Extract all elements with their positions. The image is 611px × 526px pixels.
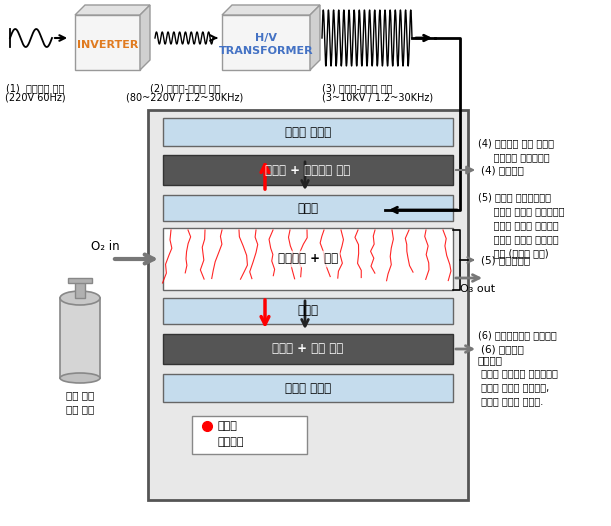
Bar — [163, 118, 453, 146]
Text: 유전체: 유전체 — [298, 305, 318, 318]
Bar — [163, 334, 453, 364]
Text: 산소 또는
건조 공기: 산소 또는 건조 공기 — [66, 390, 94, 414]
Text: 냉각수 하우징: 냉각수 하우징 — [285, 126, 331, 138]
Text: H/V
TRANSFORMER: H/V TRANSFORMER — [219, 33, 313, 56]
Bar — [68, 278, 92, 283]
Text: (5) 코로나방전: (5) 코로나방전 — [481, 255, 530, 265]
Polygon shape — [75, 5, 150, 15]
Polygon shape — [222, 5, 320, 15]
Text: (6) 접지전극으로 전력소멸: (6) 접지전극으로 전력소멸 — [478, 330, 557, 340]
Bar — [60, 298, 100, 378]
Text: 전기전달: 전기전달 — [218, 437, 244, 447]
Bar — [163, 195, 453, 221]
Text: 유전체: 유전체 — [298, 201, 318, 215]
Bar — [163, 298, 453, 324]
Text: (2) 저전압-고주파 단계: (2) 저전압-고주파 단계 — [150, 83, 221, 93]
Bar — [75, 281, 85, 298]
Ellipse shape — [60, 373, 100, 383]
Polygon shape — [310, 5, 320, 70]
Text: 오존생성 + 발열: 오존생성 + 발열 — [278, 252, 338, 266]
Text: (3) 고전압-고주파 단계: (3) 고전압-고주파 단계 — [322, 83, 392, 93]
Ellipse shape — [60, 291, 100, 305]
Text: 냉각수 하우징: 냉각수 하우징 — [285, 381, 331, 394]
Bar — [163, 374, 453, 402]
Bar — [75, 15, 140, 70]
Text: 열전달: 열전달 — [218, 421, 238, 431]
Text: (5) 공급된 전기에너지는
     유전체 장벽을 통과하면서
     코로나 방전이 발생되고
     공급된 산소가 오존으로
     변환 (방: (5) 공급된 전기에너지는 유전체 장벽을 통과하면서 코로나 방전이 발생되… — [478, 192, 565, 258]
Text: O₂ in: O₂ in — [90, 240, 119, 254]
Text: INVERTER: INVERTER — [77, 39, 138, 49]
Bar — [192, 416, 307, 454]
Bar — [222, 15, 310, 70]
Text: (6) 접지전극: (6) 접지전극 — [481, 344, 524, 354]
Text: (4) 냉각수에 직접 전원을
     인가하여 에너지공급: (4) 냉각수에 직접 전원을 인가하여 에너지공급 — [478, 138, 554, 162]
Bar — [148, 110, 468, 500]
Text: 냉각수 + 접지 전극: 냉각수 + 접지 전극 — [273, 342, 343, 356]
Text: 〈특징〉: 〈특징〉 — [478, 355, 503, 365]
Text: (80~220V / 1.2~30KHz): (80~220V / 1.2~30KHz) — [126, 93, 244, 103]
Bar — [163, 155, 453, 185]
Text: (3~10KV / 1.2~30KHz): (3~10KV / 1.2~30KHz) — [322, 93, 433, 103]
Text: (1)  상용전원 입력: (1) 상용전원 입력 — [6, 83, 64, 93]
Text: 전극과 냉각수가 동일하므로
 방전열 해소에 유리하고,
 전기적 전달력 양호함.: 전극과 냉각수가 동일하므로 방전열 해소에 유리하고, 전기적 전달력 양호함… — [478, 368, 558, 406]
Polygon shape — [140, 5, 150, 70]
Text: 냉각수 + 전원공급 전극: 냉각수 + 전원공급 전극 — [265, 164, 351, 177]
Text: O₃ out: O₃ out — [460, 284, 495, 294]
Text: (220V 60Hz): (220V 60Hz) — [5, 93, 65, 103]
Bar — [163, 228, 453, 290]
Text: (4) 전원공급: (4) 전원공급 — [481, 165, 524, 175]
